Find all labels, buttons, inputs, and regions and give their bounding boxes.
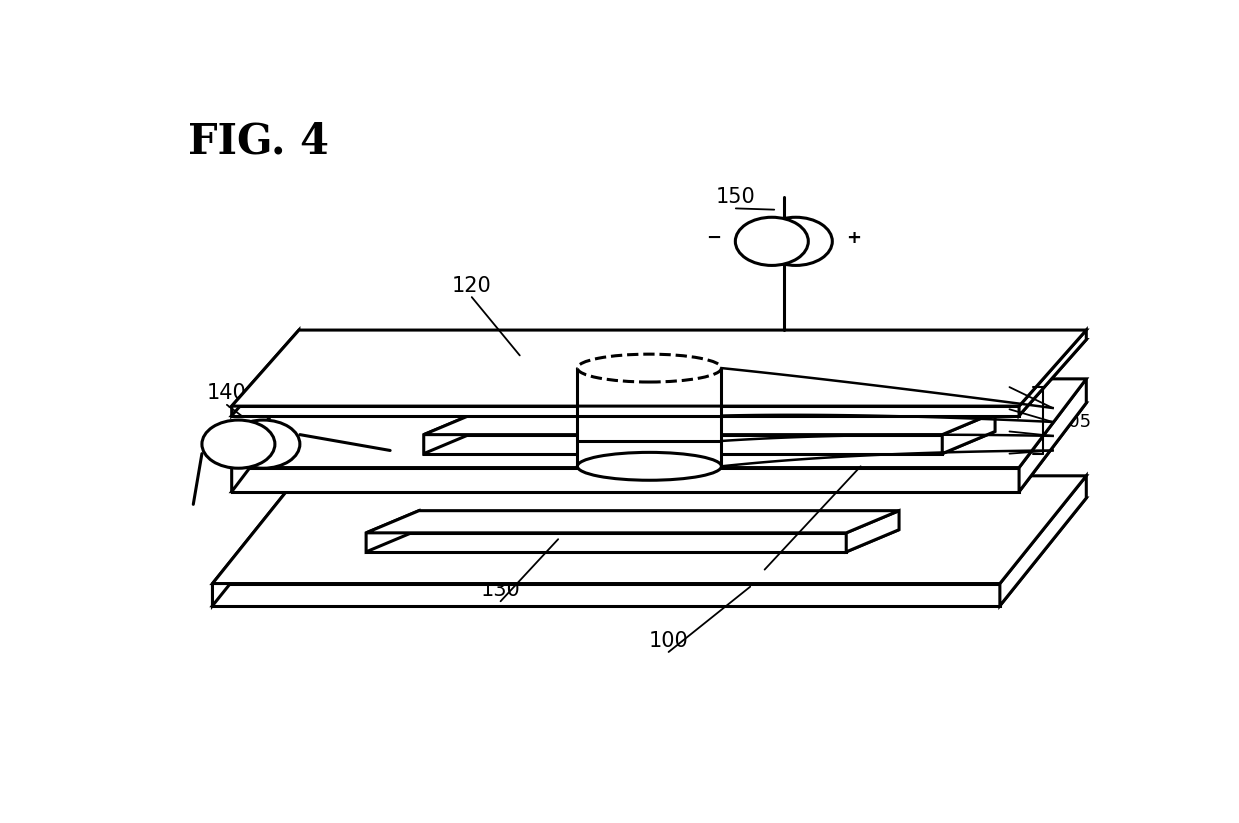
Text: −: − <box>706 229 721 247</box>
Text: 103: 103 <box>1015 444 1048 463</box>
Polygon shape <box>213 498 1087 606</box>
Text: 140: 140 <box>207 384 247 403</box>
Text: 130: 130 <box>481 580 520 600</box>
Polygon shape <box>424 412 995 435</box>
Polygon shape <box>232 379 299 491</box>
Polygon shape <box>213 476 1087 584</box>
Polygon shape <box>577 368 721 467</box>
Polygon shape <box>1018 379 1087 491</box>
Ellipse shape <box>577 453 721 481</box>
Text: 101: 101 <box>1015 400 1048 418</box>
Polygon shape <box>424 435 943 453</box>
Text: 110: 110 <box>745 548 784 568</box>
Polygon shape <box>367 532 846 552</box>
Polygon shape <box>213 476 299 606</box>
Polygon shape <box>424 412 477 453</box>
Polygon shape <box>232 379 1087 467</box>
Polygon shape <box>846 510 900 552</box>
Polygon shape <box>232 406 1018 416</box>
Text: 150: 150 <box>716 187 756 207</box>
Polygon shape <box>367 530 900 552</box>
Ellipse shape <box>760 217 833 266</box>
Polygon shape <box>232 330 299 416</box>
Text: 100: 100 <box>649 630 689 651</box>
Text: +: + <box>846 229 861 247</box>
Ellipse shape <box>577 354 721 382</box>
Polygon shape <box>367 510 419 552</box>
Text: 120: 120 <box>452 276 492 295</box>
Polygon shape <box>367 510 900 532</box>
Polygon shape <box>213 584 1000 606</box>
Polygon shape <box>424 431 995 453</box>
Polygon shape <box>1018 330 1087 416</box>
Ellipse shape <box>202 420 275 468</box>
Polygon shape <box>232 340 1087 416</box>
Text: 104: 104 <box>1015 378 1048 396</box>
Polygon shape <box>232 467 1018 491</box>
Ellipse shape <box>227 420 300 468</box>
Ellipse shape <box>735 217 808 266</box>
Polygon shape <box>943 412 995 453</box>
Polygon shape <box>232 403 1087 491</box>
Text: 102: 102 <box>1015 422 1048 440</box>
Polygon shape <box>1000 476 1087 606</box>
Text: 105: 105 <box>1057 413 1092 431</box>
Text: FIG. 4: FIG. 4 <box>188 121 330 163</box>
Polygon shape <box>232 330 1087 406</box>
